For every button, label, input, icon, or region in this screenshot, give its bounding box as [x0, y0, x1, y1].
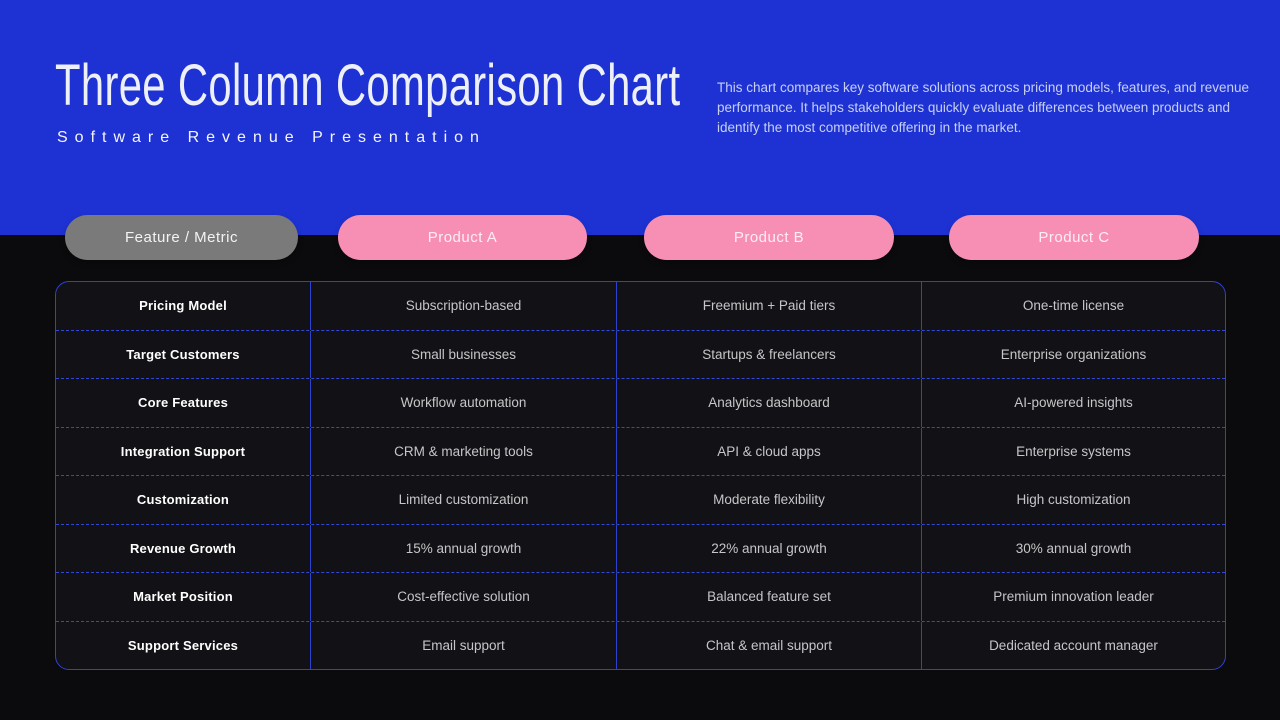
table-row: Integration Support CRM & marketing tool…: [56, 426, 1225, 475]
product-c-cell: Enterprise organizations: [921, 330, 1225, 378]
feature-cell: Customization: [136, 492, 230, 508]
product-c-cell: Premium innovation leader: [921, 573, 1225, 621]
header-band: [0, 0, 1280, 235]
product-a-cell: Email support: [310, 621, 616, 669]
product-c-cell: AI-powered insights: [921, 379, 1225, 427]
table-row: Pricing Model Subscription-based Freemiu…: [56, 282, 1225, 330]
page-title: Three Column Comparison Chart: [55, 53, 681, 118]
slide-description: This chart compares key software solutio…: [717, 80, 1249, 135]
product-a-cell: Subscription-based: [310, 282, 616, 330]
comparison-table: Pricing Model Subscription-based Freemiu…: [55, 281, 1226, 670]
feature-cell: Integration Support: [120, 443, 246, 459]
product-c-cell: High customization: [921, 476, 1225, 524]
product-c-cell: Dedicated account manager: [921, 621, 1225, 669]
product-a-cell: Cost-effective solution: [310, 573, 616, 621]
product-b-cell: Moderate flexibility: [616, 476, 921, 524]
column-header-pill-feature: Feature / Metric: [65, 215, 298, 260]
table-row: Revenue Growth 15% annual growth 22% ann…: [56, 523, 1225, 572]
feature-cell: Target Customers: [126, 346, 240, 362]
column-header-pill-product-a: Product A: [338, 215, 587, 260]
feature-cell: Pricing Model: [139, 298, 227, 314]
table-row: Market Position Cost-effective solution …: [56, 572, 1225, 621]
feature-cell: Core Features: [137, 395, 229, 411]
page-subtitle: Software Revenue Presentation: [57, 129, 486, 146]
table-row: Customization Limited customization Mode…: [56, 475, 1225, 524]
product-b-cell: Startups & freelancers: [616, 330, 921, 378]
product-a-cell: Limited customization: [310, 476, 616, 524]
feature-cell: Market Position: [133, 589, 233, 605]
product-b-cell: 22% annual growth: [616, 524, 921, 572]
product-b-cell: Analytics dashboard: [616, 379, 921, 427]
product-a-cell: CRM & marketing tools: [310, 427, 616, 475]
column-header-pill-product-c: Product C: [949, 215, 1199, 260]
table-row: Support Services Email support Chat & em…: [56, 620, 1225, 669]
product-a-cell: Small businesses: [310, 330, 616, 378]
feature-cell: Revenue Growth: [129, 540, 237, 556]
table-row: Core Features Workflow automation Analyt…: [56, 378, 1225, 427]
feature-cell: Support Services: [127, 637, 239, 653]
product-b-cell: Chat & email support: [616, 621, 921, 669]
product-a-cell: 15% annual growth: [310, 524, 616, 572]
product-c-cell: 30% annual growth: [921, 524, 1225, 572]
product-b-cell: Balanced feature set: [616, 573, 921, 621]
product-c-cell: One-time license: [921, 282, 1225, 330]
product-b-cell: API & cloud apps: [616, 427, 921, 475]
product-a-cell: Workflow automation: [310, 379, 616, 427]
product-c-cell: Enterprise systems: [921, 427, 1225, 475]
product-b-cell: Freemium + Paid tiers: [616, 282, 921, 330]
table-row: Target Customers Small businesses Startu…: [56, 329, 1225, 378]
column-header-pill-product-b: Product B: [644, 215, 894, 260]
